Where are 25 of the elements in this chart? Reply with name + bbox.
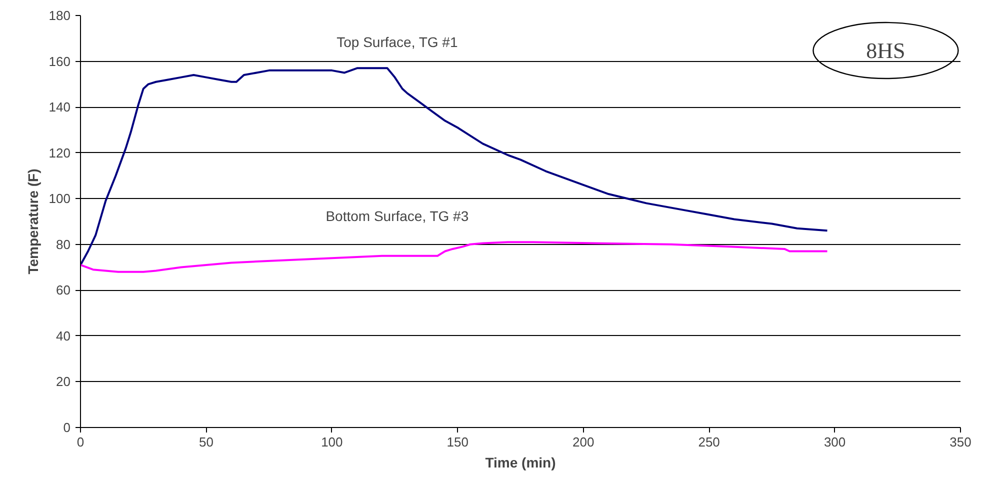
line-series [80,241,828,273]
series-label: Bottom Surface, TG #3 [326,208,469,224]
y-tick-label: 120 [48,145,71,160]
series-label: Top Surface, TG #1 [336,34,458,50]
annotation: 8HS [866,38,906,64]
y-tick-label: 140 [48,100,71,115]
x-tick-label: 250 [698,434,720,450]
x-tick-label: 0 [76,434,84,450]
y-axis-title: Temperature (F) [24,168,41,274]
x-tick-label: 350 [950,434,972,450]
y-tick-label: 160 [48,54,71,69]
y-tick-label: 80 [56,236,71,252]
y-tick-label: 180 [48,8,71,23]
x-tick-label: 200 [572,434,594,450]
y-tick-label: 60 [56,282,71,298]
x-tick-label: 50 [198,434,214,450]
x-tick-label: 150 [446,434,468,450]
y-tick-label: 0 [63,420,71,435]
y-tick-label: 20 [56,374,71,390]
line-series [80,67,828,266]
y-tick-label: 100 [48,191,71,206]
x-tick-label: 100 [321,434,343,450]
y-tick-label: 40 [56,328,71,344]
x-tick-label: 300 [824,434,846,450]
x-axis-title: Time (min) [485,454,556,470]
